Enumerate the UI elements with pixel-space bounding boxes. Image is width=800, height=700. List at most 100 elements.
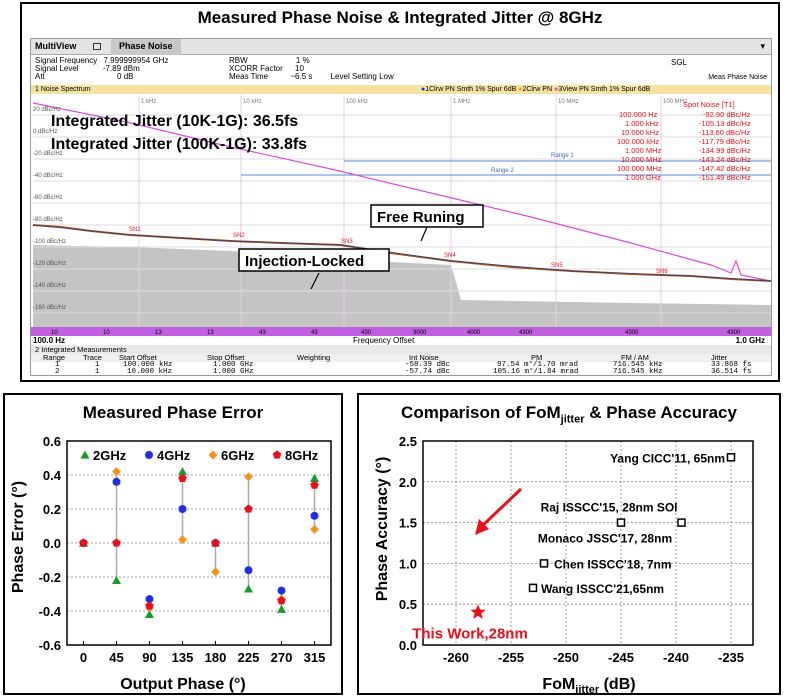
y-tick-label: 0.2 xyxy=(43,502,61,517)
x-tick-label: 45 xyxy=(109,650,123,665)
phase-error-grid xyxy=(67,440,331,646)
spot-value: -143.24 dBc/Hz xyxy=(699,155,751,164)
data-point xyxy=(310,473,319,482)
sn-marker: SN2 xyxy=(233,233,245,239)
phase-error-y-label: Phase Error (°) xyxy=(10,481,27,593)
table-cell: 10.000 kHz xyxy=(127,368,173,376)
header-cell: Start Offset xyxy=(119,353,157,362)
trace-legend-1: 1Clrw PN Smth 1% Spur 6dB xyxy=(425,86,517,93)
fom-title: Comparison of FoMjitter & Phase Accuracy xyxy=(359,403,779,425)
data-point xyxy=(528,583,538,593)
header-cell: Trace xyxy=(83,353,102,362)
data-point xyxy=(677,518,686,527)
data-point xyxy=(244,504,253,513)
phase-error-chart: -0.6 -0.4 -0.2 0.0 0.2 0.4 0.6 0 45 90 135 180 225 27… xyxy=(10,434,332,693)
spot-value: -105.13 dBc/Hz xyxy=(699,119,751,128)
fom-panel: Comparison of FoMjitter & Phase Accuracy… xyxy=(357,393,781,695)
x-axis-label: Frequency Offset xyxy=(353,336,415,345)
x-tick-label: -255 xyxy=(498,650,524,665)
this-work-star xyxy=(470,604,486,619)
noise-floor xyxy=(33,245,771,327)
y-tick-label: 2.5 xyxy=(399,434,417,449)
fom-title-sub: jitter xyxy=(560,413,585,426)
y-tick: -120 dBc/Hz xyxy=(33,261,66,267)
point-label: Monaco JSSC'17, 28nm xyxy=(538,532,672,546)
spot-offset: 100.000 Hz xyxy=(619,110,658,119)
sn-marker: SN6 xyxy=(656,269,668,275)
fom-ticks: 0.0 0.5 1.0 1.5 2.0 2.5 -260 -255 -250 -245 -240 -2… xyxy=(399,434,744,665)
table-header: Range Trace Start Offset Stop Offset Wei… xyxy=(31,354,771,362)
param-label: Att xyxy=(35,72,45,81)
meas-label: Meas Phase Noise xyxy=(708,74,767,81)
spectrum-title: 1 Noise Spectrum xyxy=(35,86,91,93)
injection-locked-arrow xyxy=(310,272,320,290)
phase-noise-tab[interactable]: Phase Noise xyxy=(111,39,181,55)
param-label: RBW xyxy=(229,56,248,65)
x-tick-label: 135 xyxy=(172,650,194,665)
phase-error-panel: Measured Phase Error -0.6 -0.4 -0.2 0.0 0.2 0… xyxy=(3,393,343,695)
y-tick: -40 dBc/Hz xyxy=(33,173,63,179)
meas-label-text: Meas xyxy=(708,74,726,81)
decade-label: 10 MHz xyxy=(558,99,579,105)
param-value: 0 dB xyxy=(117,72,134,81)
phase-error-points xyxy=(79,467,319,618)
decade-label: 100 kHz xyxy=(346,99,368,105)
data-point xyxy=(145,595,154,604)
decade-label: 1 MHz xyxy=(453,99,470,105)
fom-chart: 0.0 0.5 1.0 1.5 2.0 2.5 -260 -255 -250 -245 -240 -2… xyxy=(374,434,754,693)
legend-label: 4GHz xyxy=(157,448,191,463)
y-tick-label: 0.4 xyxy=(43,468,62,483)
spot-offset: 1.000 GHz xyxy=(625,173,661,182)
fom-x-label-main: FoM xyxy=(542,676,575,693)
fom-y-label: Phase Accuracy (°) xyxy=(374,457,391,602)
data-point xyxy=(79,538,88,547)
rbw-value: 4300 xyxy=(519,330,533,336)
trend-arrow xyxy=(479,487,523,529)
fom-title-tail: & Phase Accuracy xyxy=(584,403,737,422)
decade-label: 10 kHz xyxy=(243,99,262,105)
rbw-value: 43 xyxy=(311,330,318,336)
multiview-tab[interactable]: MultiView xyxy=(35,41,77,51)
decade-label: 1 kHz xyxy=(141,99,156,105)
y-tick: -160 dBc/Hz xyxy=(33,305,66,311)
range-1-label: Range 1 xyxy=(551,153,574,159)
point-label: This Work,28nm xyxy=(412,625,528,642)
x-tick-label: -240 xyxy=(663,650,689,665)
header-cell: Stop Offset xyxy=(207,353,245,362)
rbw-value: 4000 xyxy=(467,330,481,336)
legend-label: 6GHz xyxy=(221,448,255,463)
rbw-value: 10 xyxy=(103,330,110,336)
data-point xyxy=(178,467,187,476)
spot-offset: 100.000 kHz xyxy=(617,137,659,146)
fom-x-label-tail: (dB) xyxy=(599,676,635,693)
table-cell: 716.545 kHz xyxy=(613,361,663,369)
rbw-bar xyxy=(31,327,771,336)
rbw-value: 13 xyxy=(207,330,214,336)
spot-offset: 10.000 kHz xyxy=(621,128,659,137)
rbw-value: 4300 xyxy=(727,330,741,336)
data-point xyxy=(112,538,121,547)
param-block: Signal Frequency 7.999999954 GHz Signal … xyxy=(35,57,168,81)
spot-value: -147.42 dBc/Hz xyxy=(699,164,751,173)
x-tick-label: -250 xyxy=(553,650,579,665)
table-row: 2 1 10.000 kHz 1.000 GHz -57.74 dBc 105.… xyxy=(31,368,771,376)
spot-value: -113.60 dBc/Hz xyxy=(699,128,750,137)
point-label: Raj ISSCC'15, 28nm SOI xyxy=(541,501,678,515)
dropdown-icon[interactable]: ▾ xyxy=(760,41,765,51)
rbw-value: 10 xyxy=(51,330,58,336)
injection-locked-label: Injection-Locked xyxy=(245,253,364,270)
data-point xyxy=(211,567,220,577)
param-label: Signal Level xyxy=(35,64,79,73)
table-cell: 100.000 kHz xyxy=(123,361,173,369)
param-value: 7.999999954 GHz xyxy=(103,56,169,65)
y-tick: -100 dBc/Hz xyxy=(33,239,66,245)
table-row: 1 1 100.000 kHz 1.000 GHz -58.39 dBc 97.… xyxy=(31,361,771,369)
y-tick-label: -0.2 xyxy=(39,570,61,585)
data-point xyxy=(310,511,319,520)
rbw-value: 4300 xyxy=(625,330,639,336)
phase-noise-title: Measured Phase Noise & Integrated Jitter… xyxy=(197,8,603,27)
x-end-label: 1.0 GHz xyxy=(735,336,765,345)
y-tick-label: -0.4 xyxy=(39,604,62,619)
x-tick-label: 270 xyxy=(271,650,293,665)
fom-points: Yang CICC'11, 65nm Raj ISSCC'15, 28nm SOI… xyxy=(412,451,736,642)
